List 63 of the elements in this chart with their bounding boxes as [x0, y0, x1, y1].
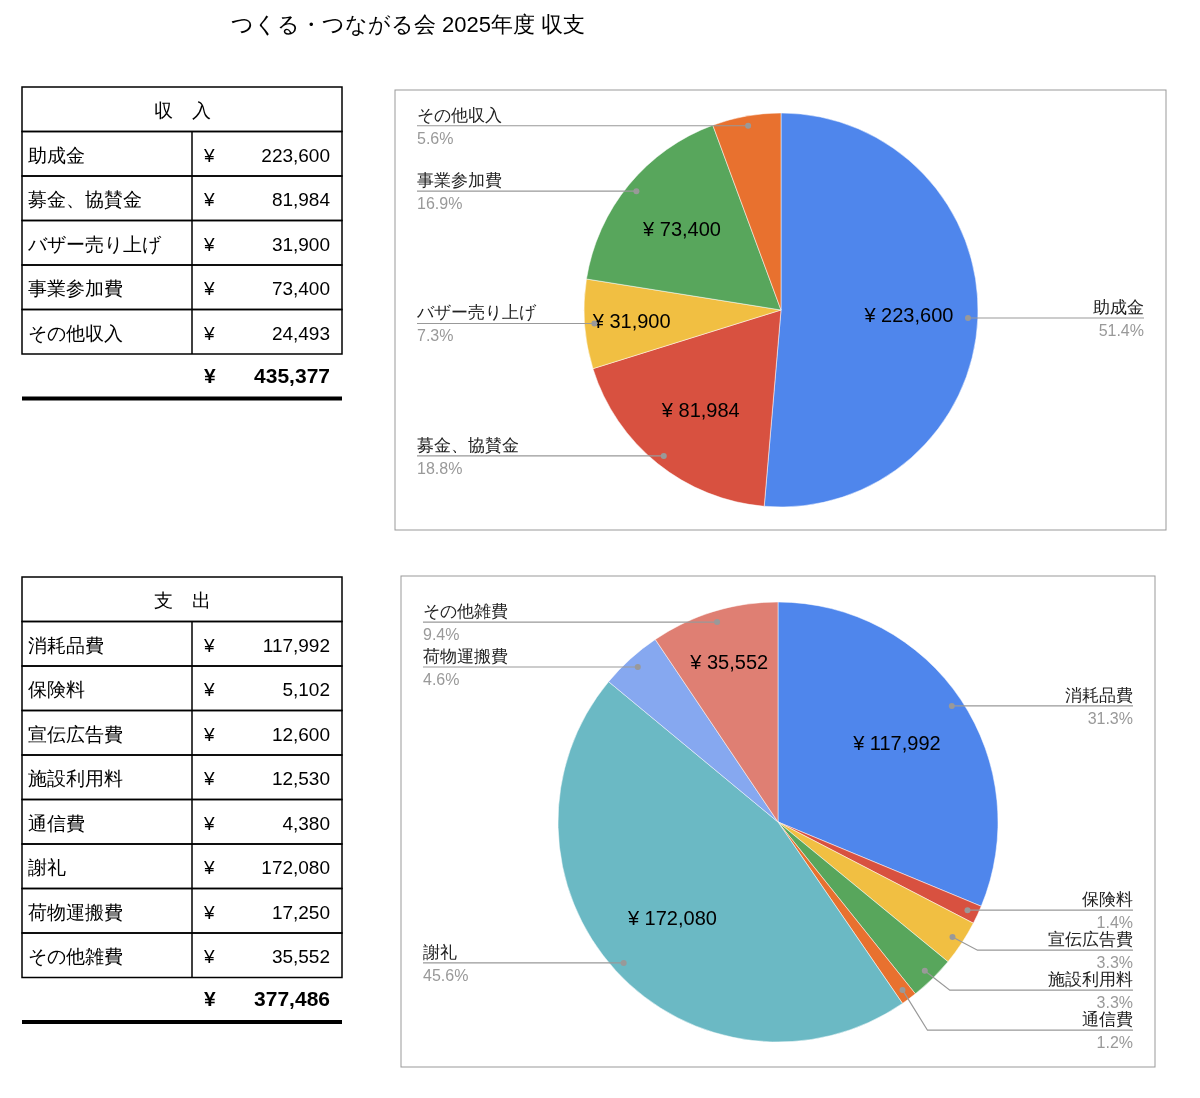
text: ¥ 377,486	[204, 987, 330, 1011]
slice-label: その他雑費	[423, 602, 508, 622]
text: ¥ 4,380	[204, 812, 330, 834]
category-label: 事業参加費	[28, 278, 123, 300]
slice-label: その他収入	[417, 105, 502, 125]
text: ¥ 435,377	[204, 363, 330, 387]
slice-label: 助成金	[1093, 297, 1144, 317]
text: 18.8%	[417, 459, 463, 477]
text: ¥ 172,080	[204, 857, 330, 879]
data-label: ¥ 223,600	[863, 304, 954, 327]
category-label: 謝礼	[28, 857, 66, 879]
category-label: 通信費	[28, 812, 85, 834]
text: 1.2%	[1096, 1034, 1133, 1052]
text: 1.4%	[1096, 914, 1133, 932]
slice-label: 施設利用料	[1048, 970, 1133, 990]
text: 51.4%	[1098, 321, 1144, 339]
text: ¥ 73,400	[204, 278, 330, 300]
text: 3.3%	[1096, 954, 1133, 972]
category-label: 消耗品費	[28, 634, 104, 656]
text: 16.9%	[417, 195, 463, 213]
slice-label: 事業参加費	[417, 171, 502, 191]
text: ¥ 17,250	[204, 901, 330, 923]
text: 31.3%	[1087, 709, 1133, 727]
text: ¥ 223,600	[204, 144, 330, 166]
slice-label: 荷物運搬費	[423, 647, 508, 666]
category-label: 助成金	[28, 144, 85, 166]
text: ¥ 81,984	[204, 189, 330, 211]
category-label: その他雑費	[28, 946, 123, 968]
category-label: 宣伝広告費	[28, 723, 123, 745]
category-label: 施設利用料	[28, 768, 123, 790]
category-label: 荷物運搬費	[28, 901, 123, 923]
text: ¥ 31,900	[204, 233, 330, 255]
text: 収 入	[153, 100, 211, 122]
text: 45.6%	[423, 966, 469, 984]
slice-label: 通信費	[1082, 1010, 1133, 1030]
slice-label: バザー売り上げ	[416, 303, 537, 323]
text: 7.3%	[417, 327, 454, 345]
category-label: 募金、協賛金	[28, 189, 142, 211]
category-label: バザー売り上げ	[28, 233, 161, 255]
text: 4.6%	[423, 671, 460, 688]
text: ¥ 117,992	[204, 634, 330, 656]
text: 5.6%	[417, 129, 454, 147]
category-label: その他収入	[28, 322, 123, 344]
chart-title: つくる・つながる会 2025年度 収支	[230, 12, 586, 37]
data-label: ¥ 117,992	[852, 731, 941, 754]
text: ¥ 12,530	[204, 768, 330, 790]
text: 支 出	[153, 590, 211, 612]
text: ¥ 5,102	[204, 679, 330, 701]
data-label: ¥ 81,984	[660, 398, 740, 421]
slice-label: 謝礼	[423, 942, 457, 962]
slice-label: 消耗品費	[1065, 685, 1133, 705]
slice-label: 宣伝広告費	[1048, 930, 1133, 950]
data-label: ¥ 172,080	[626, 907, 717, 930]
slice-label: 保険料	[1082, 890, 1133, 910]
text: ¥ 12,600	[204, 723, 330, 745]
data-label: ¥ 35,552	[689, 651, 769, 674]
data-label: ¥ 73,400	[642, 217, 721, 240]
text: 3.3%	[1096, 994, 1133, 1012]
slice-label: 募金、協賛金	[417, 435, 519, 455]
category-label: 保険料	[28, 679, 85, 701]
text: ¥ 35,552	[204, 946, 330, 968]
text: ¥ 24,493	[204, 322, 330, 344]
text: 9.4%	[423, 626, 460, 644]
